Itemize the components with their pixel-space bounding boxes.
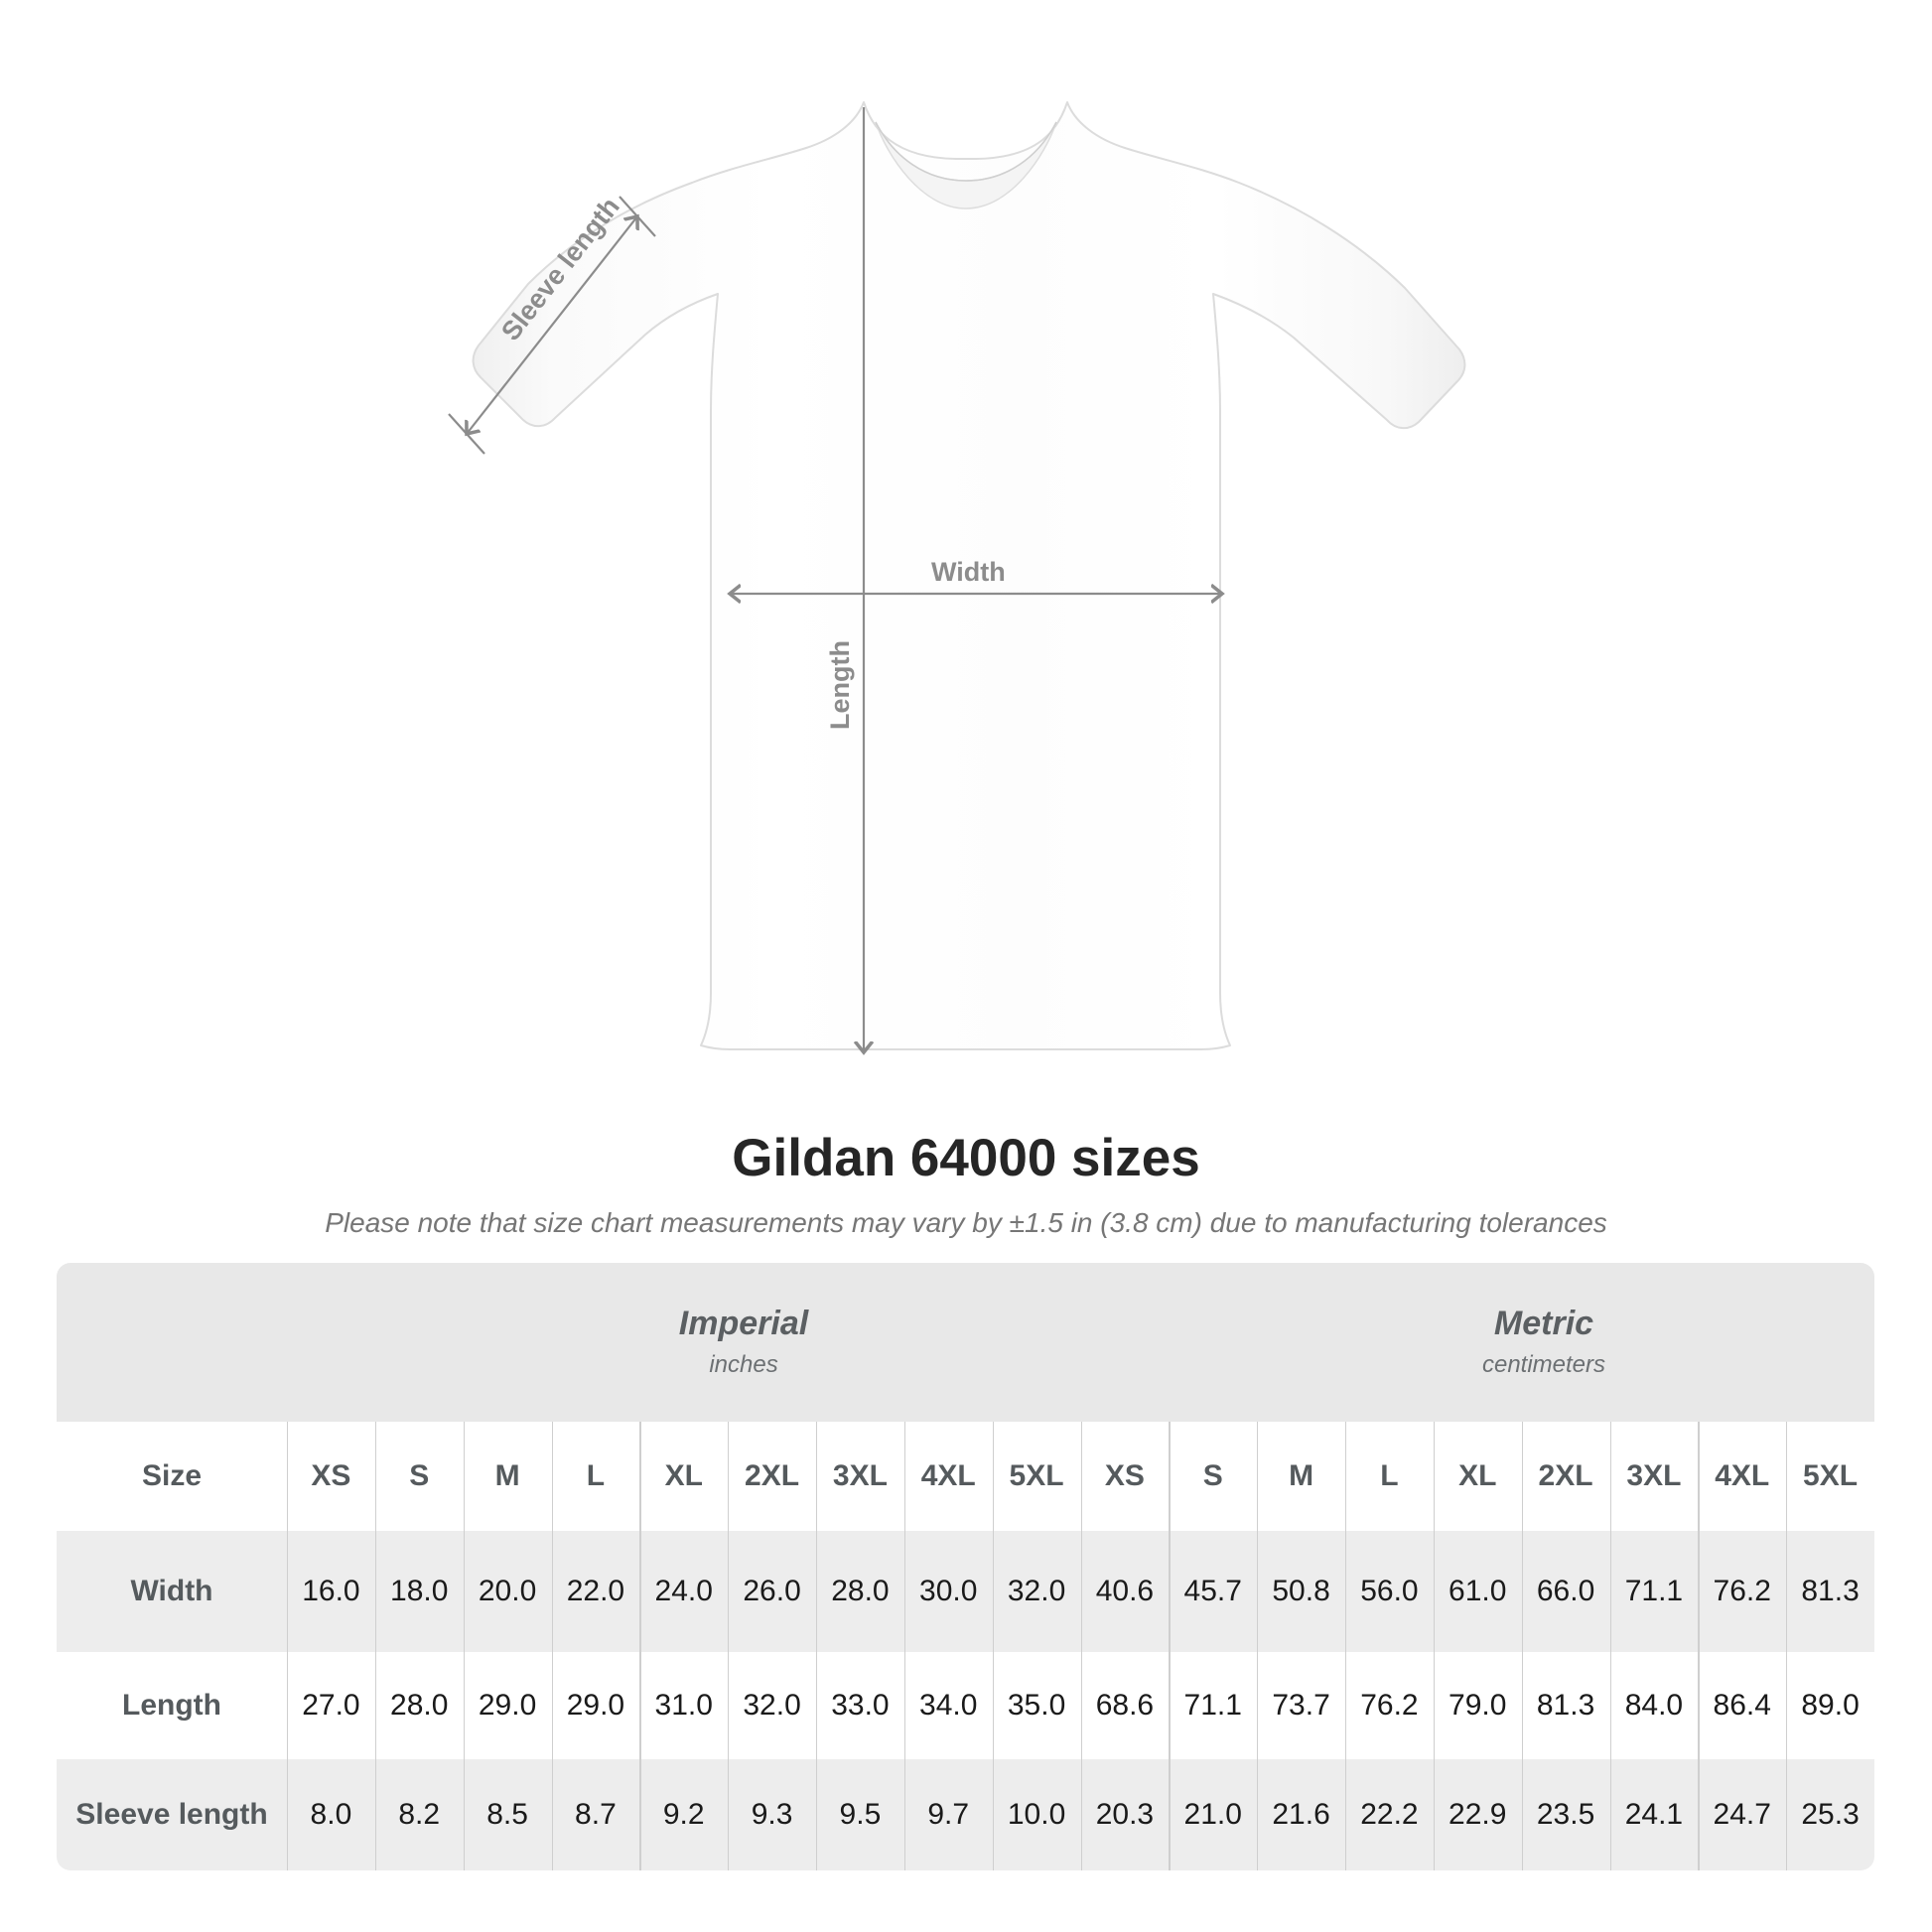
svg-text:Length: Length [825, 640, 855, 730]
svg-text:Width: Width [931, 557, 1006, 587]
